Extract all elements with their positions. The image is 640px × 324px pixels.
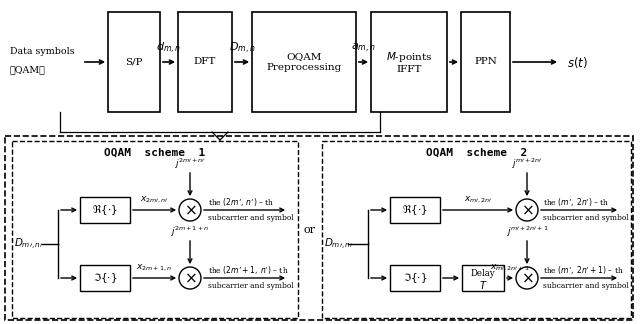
Text: $d_{m,n}$: $d_{m,n}$	[157, 40, 182, 55]
Text: $a_{m,n}$: $a_{m,n}$	[351, 41, 376, 54]
Text: $\Re\{\cdot\}$: $\Re\{\cdot\}$	[92, 203, 118, 217]
Text: $\times$: $\times$	[184, 203, 196, 217]
Text: $j^{2m+1+n}$: $j^{2m+1+n}$	[170, 225, 210, 239]
Text: $M$-points
IFFT: $M$-points IFFT	[386, 50, 432, 74]
Text: Data symbols: Data symbols	[10, 48, 75, 56]
Bar	[252, 12, 356, 112]
Bar	[322, 141, 631, 318]
Text: $T$: $T$	[479, 279, 487, 291]
Text: $\Re\{\cdot\}$: $\Re\{\cdot\}$	[402, 203, 428, 217]
Text: Delay: Delay	[470, 269, 495, 277]
Bar	[178, 12, 232, 112]
Text: the $(m’, 2n’+1)$ – th: the $(m’, 2n’+1)$ – th	[543, 264, 624, 276]
Text: （QAM）: （QAM）	[10, 65, 46, 75]
Text: or: or	[304, 225, 316, 235]
Circle shape	[179, 267, 201, 289]
Text: $\times$: $\times$	[521, 203, 533, 217]
Text: $j^{m\prime+2n\prime}$: $j^{m\prime+2n\prime}$	[511, 157, 543, 171]
Text: PPN: PPN	[474, 57, 497, 66]
Text: $j^{m\prime+2n\prime+1}$: $j^{m\prime+2n\prime+1}$	[506, 225, 548, 239]
Bar	[80, 197, 130, 223]
Text: DFT: DFT	[194, 57, 216, 66]
Text: OQAM  scheme  1: OQAM scheme 1	[104, 148, 205, 158]
Bar	[5, 136, 633, 320]
Text: $j^{2m\prime+n\prime}$: $j^{2m\prime+n\prime}$	[174, 157, 205, 171]
Bar	[390, 197, 440, 223]
Text: S/P: S/P	[125, 57, 143, 66]
Text: $s(t)$: $s(t)$	[567, 54, 588, 70]
Text: $\Im\{\cdot\}$: $\Im\{\cdot\}$	[93, 271, 117, 285]
Text: $D_{m\prime,n\prime}$: $D_{m\prime,n\prime}$	[14, 237, 44, 251]
Bar	[462, 265, 504, 291]
Bar	[12, 141, 298, 318]
Bar	[80, 265, 130, 291]
Text: subcarrier and symbol: subcarrier and symbol	[208, 282, 294, 290]
Bar	[371, 12, 447, 112]
Circle shape	[179, 199, 201, 221]
Bar	[390, 265, 440, 291]
Text: $x_{2m\prime,n\prime}$: $x_{2m\prime,n\prime}$	[140, 195, 168, 205]
Bar	[108, 12, 160, 112]
Circle shape	[516, 267, 538, 289]
Text: OQAM
Preprocessing: OQAM Preprocessing	[266, 52, 342, 72]
Text: subcarrier and symbol: subcarrier and symbol	[543, 282, 628, 290]
Text: $\Im\{\cdot\}$: $\Im\{\cdot\}$	[403, 271, 428, 285]
Text: $\times$: $\times$	[521, 271, 533, 285]
Text: $x_{2m+1,n}$: $x_{2m+1,n}$	[136, 263, 173, 273]
Circle shape	[516, 199, 538, 221]
Text: $\times$: $\times$	[184, 271, 196, 285]
Text: the $(2m’+1, n’)$ – th: the $(2m’+1, n’)$ – th	[208, 264, 289, 276]
Text: $D_{m\prime,n\prime}$: $D_{m\prime,n\prime}$	[324, 237, 353, 251]
Text: subcarrier and symbol: subcarrier and symbol	[208, 214, 294, 222]
Text: $D_{m,n}$: $D_{m,n}$	[228, 40, 255, 55]
Text: the $(2m’, n’)$ – th: the $(2m’, n’)$ – th	[208, 196, 275, 208]
Text: the $(m’, 2n’)$ – th: the $(m’, 2n’)$ – th	[543, 196, 609, 208]
Text: subcarrier and symbol: subcarrier and symbol	[543, 214, 628, 222]
Text: OQAM  scheme  2: OQAM scheme 2	[426, 148, 527, 158]
Text: $x_{m\prime,2n\prime}$: $x_{m\prime,2n\prime}$	[464, 195, 492, 205]
Text: $x_{m\prime,2n\prime+1}$: $x_{m\prime,2n\prime+1}$	[490, 263, 530, 273]
Bar	[461, 12, 510, 112]
